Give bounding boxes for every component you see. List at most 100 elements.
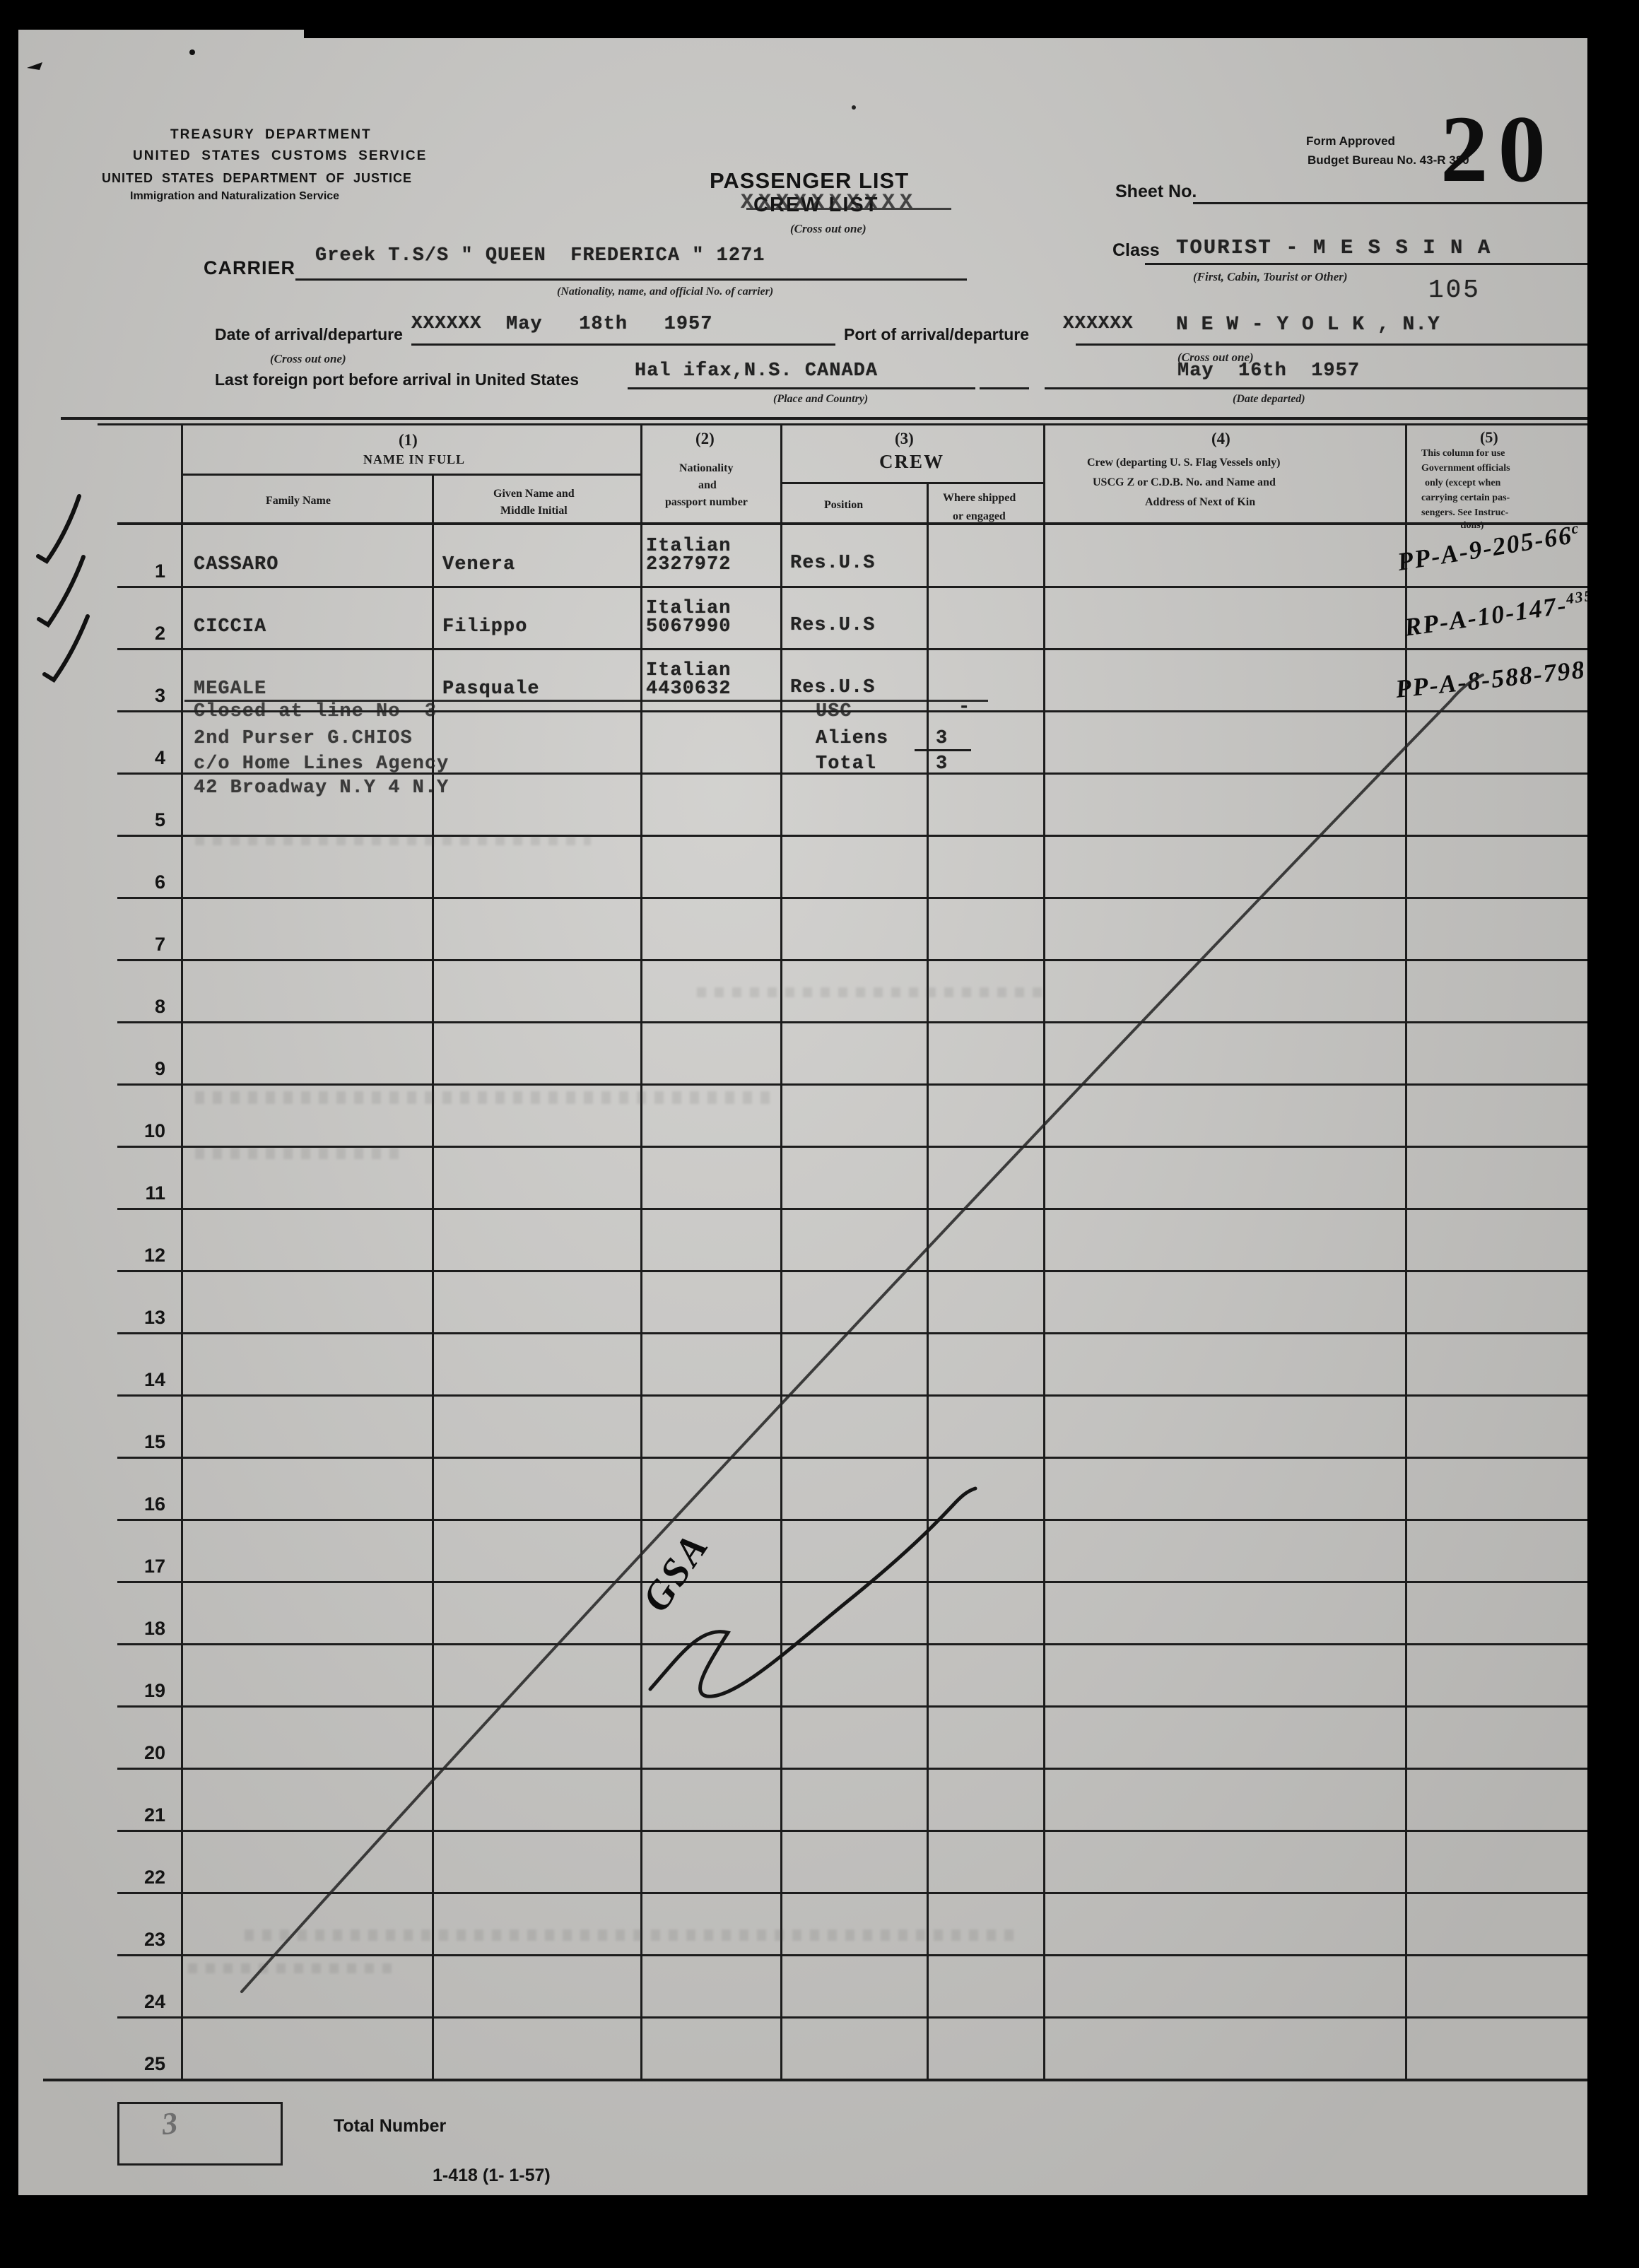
col2-line1: Nationality [679, 462, 734, 474]
col1-number: (1) [399, 431, 418, 449]
row-number: 9 [154, 1058, 165, 1079]
row-line [117, 1768, 1587, 1770]
row-line [117, 1394, 1587, 1397]
col5-line2: Government officials [1421, 463, 1510, 474]
grid-v-col4-col5 [1405, 423, 1407, 2079]
grid-v-crew-split [927, 482, 929, 2079]
title-strike-line [746, 208, 951, 210]
crew-2-nationality: Italian [646, 598, 732, 619]
last-foreign-port-value: Hal ifax,N.S. CANADA [635, 360, 879, 382]
row-number: 16 [143, 1493, 165, 1515]
col4-number: (4) [1211, 430, 1230, 447]
carrier-label: CARRIER [204, 257, 296, 278]
bleed-through-smudge [195, 1091, 775, 1104]
row-line [117, 1830, 1587, 1832]
stray-mark [27, 62, 42, 70]
carrier-value: Greek T.S/S " QUEEN FREDERICA " 1271 [315, 245, 765, 266]
port-xxx-overlay: XXXXXX [1063, 312, 1134, 334]
form-approved-line-1: Form Approved [1306, 134, 1395, 148]
row3-checkmark [42, 614, 90, 683]
row-line [117, 1270, 1587, 1272]
row-number: 3 [154, 685, 165, 706]
closure-usc: USC [816, 701, 852, 722]
row-number: 19 [143, 1680, 165, 1701]
date-cross-out-hint: (Cross out one) [270, 352, 346, 365]
row-line [117, 648, 1587, 650]
row-line [117, 897, 1587, 899]
row-number: 15 [143, 1431, 165, 1452]
row-line [117, 2016, 1587, 2019]
row-number: 13 [143, 1307, 165, 1328]
class-hint: (First, Cabin, Tourist or Other) [1193, 270, 1348, 283]
port-underline [1076, 343, 1587, 346]
col5-line1: This column for use [1421, 448, 1505, 459]
crew-1-position: Res.U.S [790, 553, 876, 574]
date-of-arrival-label: Date of arrival/departure [215, 325, 403, 343]
port-of-arrival-value: N E W - Y O L K , N.Y [1176, 314, 1440, 336]
col1-subheader-divider [181, 474, 642, 476]
row-number: 1 [154, 560, 165, 582]
grid-v-rownum [181, 423, 183, 2079]
bleed-through-smudge [697, 987, 1050, 997]
row-number: 7 [154, 934, 165, 955]
date-departed-hint: (Date departed) [1233, 393, 1305, 405]
ink-marks [27, 49, 1484, 1993]
row-line [117, 1954, 1587, 1956]
last-foreign-port-label: Last foreign port before arrival in Unit… [215, 370, 580, 389]
agency-line-1: TREASURY DEPARTMENT [170, 127, 372, 142]
date-xxx-overlay: XXXXXX [411, 312, 482, 334]
bleed-through-smudge [195, 835, 591, 845]
sheet-number-stamp: 20 [1440, 97, 1556, 202]
row-line [117, 835, 1587, 837]
row-line [117, 1892, 1587, 1894]
agency-line-2: UNITED STATES CUSTOMS SERVICE [133, 148, 428, 163]
row-number: 22 [143, 1867, 165, 1888]
row-line [117, 772, 1587, 775]
row2-checkmark [37, 555, 86, 628]
crew-3-passport: 4430632 [646, 678, 732, 700]
bleed-through-smudge [245, 1929, 1022, 1941]
row-line [117, 959, 1587, 961]
signature-scrawl [648, 1486, 977, 1698]
col3-number: (3) [895, 430, 914, 447]
header-bottom-rule [117, 522, 1587, 525]
crew-3-given: Pasquale [442, 678, 540, 700]
row-number: 6 [154, 871, 165, 893]
crew-2-given: Filippo [442, 616, 528, 637]
closure-aliens-label: Aliens [816, 728, 889, 749]
form-number: 1-418 (1- 1-57) [433, 2166, 551, 2185]
crew-2-passport: 5067990 [646, 616, 732, 637]
col4-line2: USCG Z or C.D.B. No. and Name and [1093, 476, 1276, 488]
row-line [43, 2079, 1587, 2081]
closure-total-label: Total [816, 753, 877, 775]
struck-title: CREW LIST [753, 194, 879, 216]
depart-date-underline [1045, 387, 1587, 389]
row-line [117, 1457, 1587, 1459]
col5-line5: sengers. See Instruc- [1421, 507, 1509, 518]
table-top-rule-inner [98, 423, 1587, 425]
aliens-underline [915, 749, 971, 751]
row1-checkmark [36, 494, 81, 564]
crew-3-position: Res.U.S [790, 677, 876, 698]
crew-1-passport: 2327972 [646, 554, 732, 575]
underline-segment [980, 387, 1029, 389]
crew-2-family: CICCIA [194, 616, 267, 637]
closure-diagonal-line [240, 674, 1484, 1993]
stray-dot [852, 105, 856, 110]
col3-sub1: Position [824, 499, 864, 511]
scan-edge-artifact [304, 30, 1587, 38]
col3-sub2b: or engaged [953, 510, 1006, 522]
crew-2-position: Res.U.S [790, 615, 876, 636]
title-cross-out-hint: (Cross out one) [790, 222, 867, 235]
agency-line-3: UNITED STATES DEPARTMENT OF JUSTICE [102, 171, 413, 185]
closure-line-1: Closed at line No 3 [194, 701, 437, 722]
closure-usc-dash: - [958, 697, 971, 718]
crew-1-given: Venera [442, 554, 516, 575]
col2-number: (2) [695, 430, 715, 447]
port-of-arrival-label: Port of arrival/departure [844, 325, 1030, 343]
last-port-underline [628, 387, 975, 389]
row-number: 8 [154, 996, 165, 1017]
row-line [117, 1021, 1587, 1023]
closure-aliens-value: 3 [936, 728, 948, 749]
